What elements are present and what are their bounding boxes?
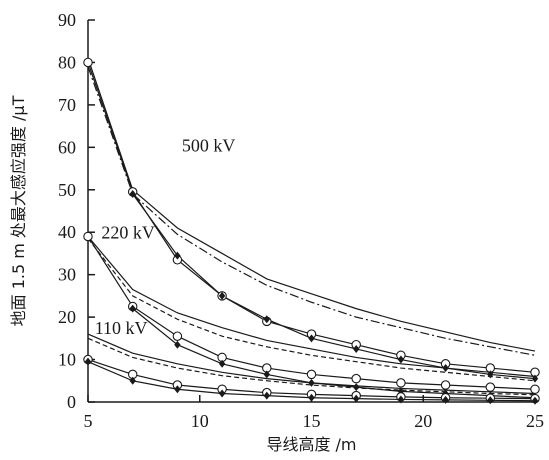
- series-line: [87, 238, 536, 382]
- data-point-circle: [530, 384, 540, 395]
- ticks: 0 10 20 30 40 50 60 70 80 90 5 10 15 20 25: [58, 10, 544, 431]
- y-tick-label: 30: [58, 265, 76, 285]
- data-point-circle: [440, 380, 451, 390]
- data-point-diamond: [531, 374, 539, 383]
- data-point-diamond: [308, 393, 315, 402]
- voltage-annotation: 500 kV: [182, 136, 236, 156]
- data-point-diamond: [263, 391, 270, 400]
- data-point-diamond: [129, 304, 136, 313]
- y-tick-label: 80: [58, 52, 76, 72]
- voltage-annotation: 110 kV: [95, 318, 148, 338]
- y-tick-label: 50: [58, 180, 76, 200]
- data-point-circle: [306, 369, 317, 380]
- y-tick-label: 10: [58, 350, 76, 370]
- data-point-diamond: [397, 395, 405, 404]
- y-tick-label: 0: [67, 392, 76, 412]
- data-point-diamond: [174, 251, 181, 260]
- data-point-diamond: [531, 396, 539, 405]
- y-tick-label: 20: [58, 307, 76, 327]
- data-point-diamond: [487, 396, 494, 405]
- series-line: [87, 58, 536, 352]
- data-point-circle: [351, 373, 361, 384]
- voltage-annotation: 220 kV: [101, 223, 155, 243]
- data-point-diamond: [442, 395, 449, 404]
- y-tick-label: 60: [58, 137, 76, 157]
- series-line: [87, 66, 536, 356]
- data-point-diamond: [218, 359, 226, 368]
- x-axis-title: 导线高度 /m: [266, 435, 356, 454]
- data-point-diamond: [129, 190, 136, 199]
- y-axis-title: 地面 1.5 m 处最大感应强度 /μT: [9, 95, 28, 326]
- series-line: [132, 193, 536, 380]
- x-tick-label: 10: [191, 411, 209, 431]
- y-tick-label: 70: [58, 95, 76, 115]
- data-point-circle: [83, 231, 93, 242]
- series-line: [87, 236, 536, 378]
- data-point-diamond: [308, 334, 315, 343]
- data-point-diamond: [218, 291, 226, 300]
- data-point-diamond: [353, 394, 360, 403]
- data-point-diamond: [84, 357, 92, 366]
- y-tick-label: 40: [58, 222, 76, 242]
- data-point-diamond: [263, 315, 270, 324]
- y-tick-label: 90: [58, 10, 76, 30]
- data-point-diamond: [174, 385, 181, 394]
- data-point-diamond: [397, 355, 405, 364]
- data-point-diamond: [487, 370, 494, 379]
- data-point-circle: [83, 57, 93, 68]
- data-point-diamond: [308, 378, 315, 387]
- x-tick-label: 5: [84, 411, 93, 431]
- data-point-diamond: [174, 340, 181, 349]
- data-point-diamond: [263, 370, 270, 379]
- data-point-diamond: [353, 344, 360, 353]
- series-line: [132, 308, 536, 399]
- x-tick-label: 20: [414, 411, 432, 431]
- data-point-circle: [485, 382, 496, 392]
- x-tick-label: 25: [526, 411, 544, 431]
- x-tick-label: 15: [303, 411, 321, 431]
- markers-layer: [83, 57, 540, 405]
- annotation-layer: 500 kV 220 kV 110 kV: [95, 136, 236, 339]
- data-point-circle: [172, 331, 183, 341]
- axes: [87, 20, 535, 403]
- series-line: [87, 62, 536, 373]
- data-point-diamond: [442, 364, 449, 373]
- data-point-diamond: [218, 389, 226, 398]
- data-point-diamond: [353, 383, 360, 392]
- series-layer: [87, 58, 536, 402]
- data-point-diamond: [129, 376, 136, 385]
- series-line: [87, 337, 536, 396]
- data-point-circle: [396, 378, 406, 388]
